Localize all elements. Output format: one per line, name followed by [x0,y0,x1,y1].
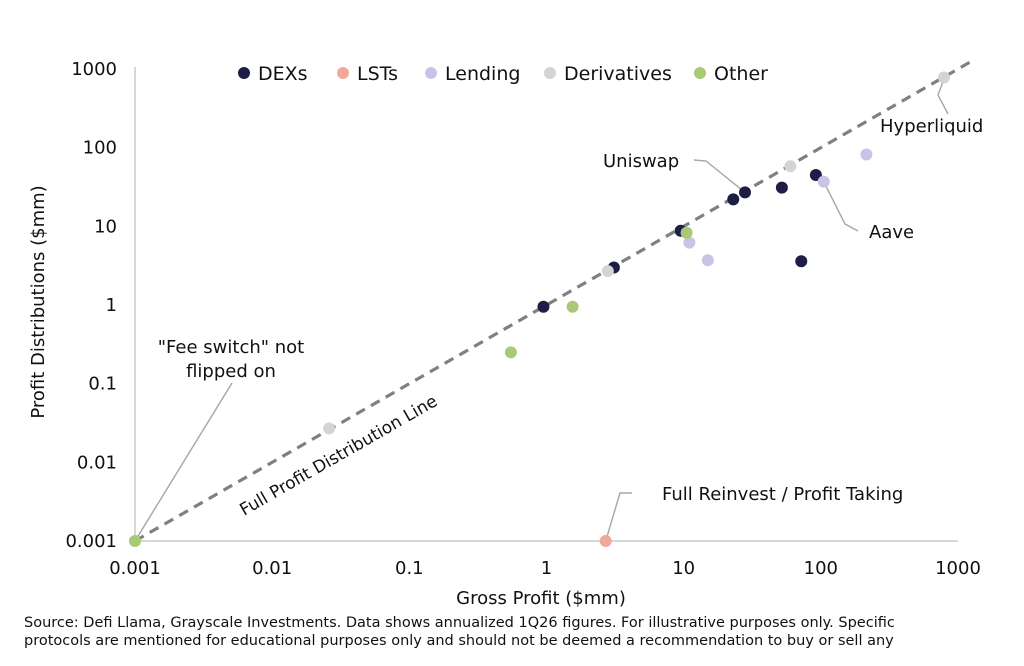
point-dexs [739,186,752,199]
x-tick-label: 1 [541,558,552,579]
y-tick-label: 0.01 [77,452,117,473]
point-dexs [795,255,808,268]
y-tick-label: 0.1 [88,374,117,395]
annotation-uniswap: Uniswap [603,151,679,172]
point-lending [683,236,696,249]
y-tick-labels: 0.001 0.01 0.1 1 10 100 1000 [65,59,117,552]
full-profit-distribution-line [134,59,974,543]
x-tick-label: 0.01 [252,558,292,579]
leader-full-reinvest [605,492,632,542]
point-derivatives [601,265,614,278]
x-tick-label: 100 [804,558,838,579]
annotation-hyperliquid: Hyperliquid [880,116,983,137]
point-lending [860,148,873,161]
y-tick-label: 100 [83,138,117,159]
legend-label-derivatives: Derivatives [564,63,672,85]
x-tick-label: 0.001 [109,558,161,579]
data-points [129,71,950,547]
legend-label-lsts: LSTs [357,63,398,85]
legend-marker-lsts [337,67,349,79]
source-note-line-1: Source: Defi Llama, Grayscale Investment… [24,615,895,631]
scatter-chart: 0.001 0.01 0.1 1 10 100 1000 0.001 0.01 0.1 1 10 10… [28,59,983,609]
x-tick-label: 10 [672,558,695,579]
leader-fee-switch [134,382,233,542]
point-derivatives [784,160,797,173]
legend-label-dexs: DEXs [258,63,308,85]
y-axis-title: Profit Distributions ($mm) [28,185,49,418]
x-tick-label: 0.1 [395,558,424,579]
source-note-line-2: protocols are mentioned for educational … [24,633,894,649]
legend-marker-other [694,67,706,79]
y-tick-label: 0.001 [65,531,117,552]
leader-aave [823,181,859,232]
annotation-fee-switch-line2: flipped on [186,361,276,382]
point-dexs [809,168,822,181]
y-tick-label: 10 [94,216,117,237]
legend-label-other: Other [714,63,768,85]
point-other [566,300,579,313]
point-lending [817,175,830,188]
source-note: Source: Defi Llama, Grayscale Investment… [24,614,1014,650]
legend-label-lending: Lending [445,63,520,85]
point-lsts [599,535,612,547]
point-derivatives [323,422,336,435]
point-dexs [727,193,740,206]
reference-line-label: Full Profit Distribution Line [237,391,441,520]
point-other [504,346,517,359]
y-tick-label: 1 [106,295,117,316]
annotation-aave: Aave [869,222,914,243]
y-tick-label: 1000 [71,59,117,80]
legend-marker-lending [425,67,437,79]
point-derivatives [937,71,950,84]
legend: DEXs LSTs Lending Derivatives Other [238,63,768,85]
point-dexs [537,300,550,313]
legend-marker-derivatives [544,67,556,79]
annotation-fee-switch-line1: "Fee switch" not [158,337,304,358]
point-other [129,535,141,547]
leader-uniswap [693,159,746,193]
x-tick-labels: 0.001 0.01 0.1 1 10 100 1000 [109,558,981,579]
x-axis-title: Gross Profit ($mm) [456,588,626,609]
point-lending [701,254,714,267]
axes [134,67,958,542]
annotation-full-reinvest: Full Reinvest / Profit Taking [662,484,903,505]
legend-marker-dexs [238,67,250,79]
x-tick-label: 1000 [935,558,981,579]
point-other [680,226,693,239]
point-dexs [775,181,788,194]
